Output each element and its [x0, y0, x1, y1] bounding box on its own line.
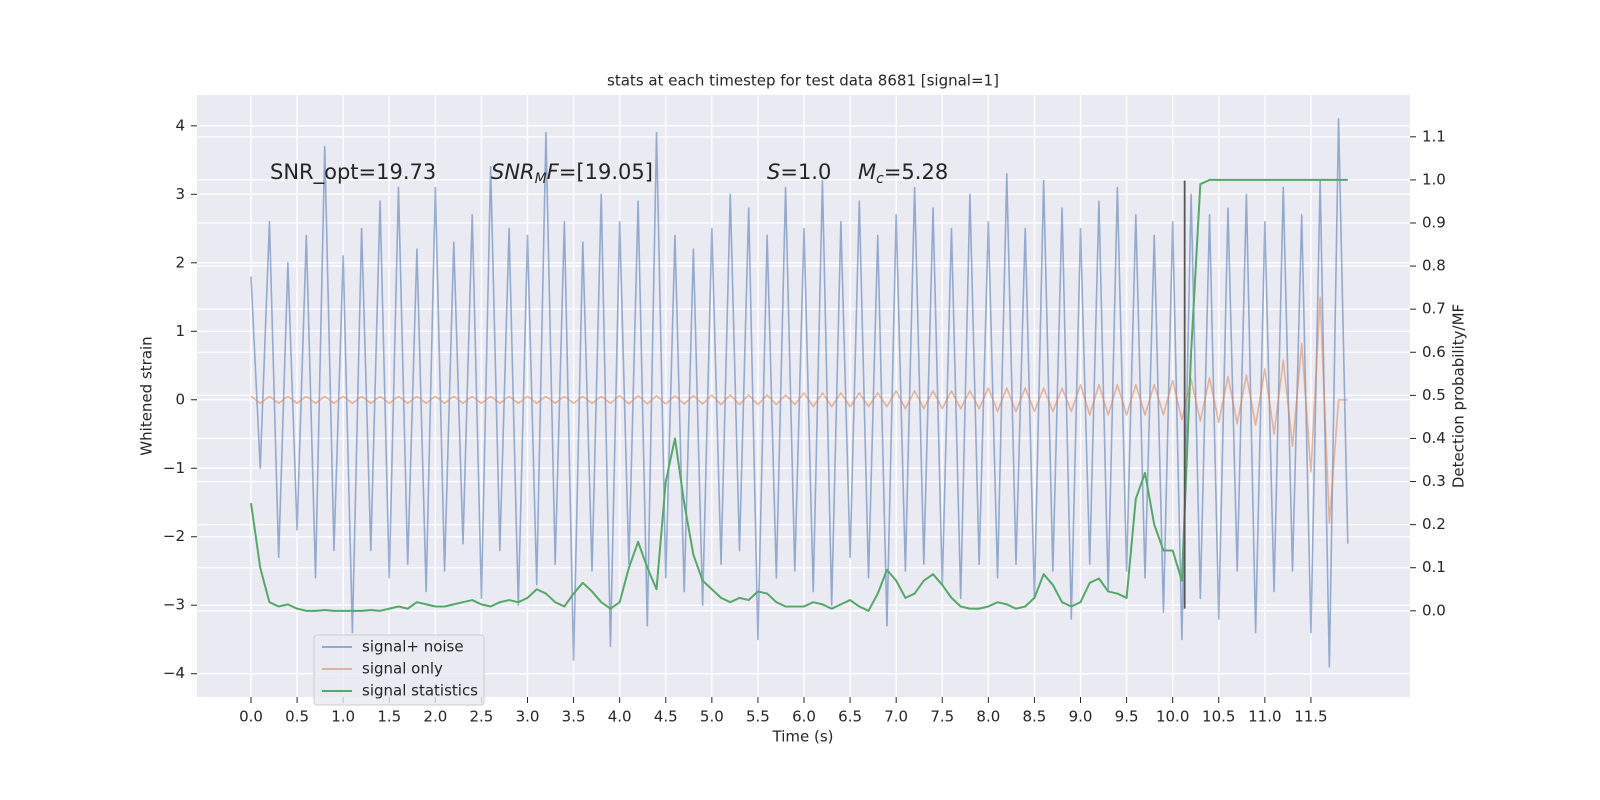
- y2-tick-label: 0.0: [1422, 601, 1446, 619]
- y2-tick-label: 0.3: [1422, 472, 1446, 490]
- x-tick-label: 6.5: [838, 708, 862, 726]
- x-tick-label: 9.5: [1115, 708, 1139, 726]
- x-tick-label: 1.0: [331, 708, 355, 726]
- annotation-part: S: [767, 160, 780, 184]
- y2-tick-label: 0.2: [1422, 515, 1446, 533]
- x-tick-label: 2.0: [423, 708, 447, 726]
- annotation-part: M: [535, 171, 547, 187]
- annotation-part: c: [876, 171, 884, 187]
- y-tick-label: −2: [163, 527, 185, 545]
- annotation-part: SNR_opt=19.73: [270, 160, 436, 185]
- y-tick-label: 3: [175, 185, 185, 203]
- x-tick-label: 3.0: [516, 708, 540, 726]
- y2-tick-label: 0.7: [1422, 300, 1446, 318]
- y2-tick-label: 1.1: [1422, 127, 1446, 145]
- annotation-part: M: [858, 160, 876, 184]
- y2-tick-label: 0.8: [1422, 257, 1446, 275]
- y2-tick-label: 0.1: [1422, 558, 1446, 576]
- legend-box: [313, 634, 485, 706]
- x-tick-label: 1.5: [377, 708, 401, 726]
- x-tick-label: 0.5: [285, 708, 309, 726]
- x-tick-label: 6.0: [792, 708, 816, 726]
- x-tick-label: 4.5: [654, 708, 678, 726]
- y2-axis-label: Detection probability/MF: [1450, 304, 1468, 488]
- y-tick-label: 0: [175, 390, 185, 408]
- x-tick-label: 5.0: [700, 708, 724, 726]
- x-tick-label: 8.0: [976, 708, 1000, 726]
- annotation: S=1.0: [767, 160, 831, 184]
- annotation-part: SNR: [491, 160, 535, 184]
- x-tick-label: 10.0: [1156, 708, 1189, 726]
- x-tick-label: 9.0: [1069, 708, 1093, 726]
- x-tick-label: 11.5: [1294, 708, 1327, 726]
- annotation-part: =[19.05]: [559, 160, 653, 184]
- x-tick-label: 7.5: [930, 708, 954, 726]
- x-tick-label: 3.5: [562, 708, 586, 726]
- annotation-part: F: [547, 160, 560, 184]
- x-tick-label: 0.0: [239, 708, 263, 726]
- y2-tick-label: 0.6: [1422, 343, 1446, 361]
- y-tick-label: 2: [175, 253, 185, 271]
- y-tick-label: 1: [175, 322, 185, 340]
- y2-tick-label: 0.9: [1422, 213, 1446, 231]
- chart-title: stats at each timestep for test data 868…: [607, 72, 999, 90]
- legend-label: signal+ noise: [362, 638, 464, 656]
- series-line: [250, 178, 1348, 612]
- y-tick-label: −3: [163, 596, 185, 614]
- annotation-part: =1.0: [780, 160, 831, 184]
- y2-tick-label: 1.0: [1422, 170, 1446, 188]
- y2-tick-label: 0.4: [1422, 429, 1446, 447]
- y-tick-label: 4: [175, 116, 185, 134]
- x-tick-label: 10.5: [1202, 708, 1235, 726]
- y2-tick-label: 0.5: [1422, 386, 1446, 404]
- y-axis-label: Whitened strain: [138, 336, 156, 455]
- x-tick-label: 4.0: [608, 708, 632, 726]
- legend-label: signal only: [362, 660, 443, 678]
- x-tick-label: 8.5: [1022, 708, 1046, 726]
- annotation: Mc=5.28: [858, 160, 948, 187]
- annotation-part: =5.28: [884, 160, 948, 184]
- legend-label: signal statistics: [362, 682, 478, 700]
- x-tick-label: 5.5: [746, 708, 770, 726]
- y-tick-label: −1: [163, 459, 185, 477]
- x-tick-label: 7.0: [884, 708, 908, 726]
- annotation: SNRMF=[19.05]: [491, 160, 653, 187]
- x-axis-label: Time (s): [772, 728, 834, 746]
- series-line: [250, 296, 1348, 524]
- x-tick-label: 11.0: [1248, 708, 1281, 726]
- x-tick-label: 2.5: [469, 708, 493, 726]
- annotation: SNR_opt=19.73: [270, 160, 436, 185]
- y-tick-label: −4: [163, 664, 185, 682]
